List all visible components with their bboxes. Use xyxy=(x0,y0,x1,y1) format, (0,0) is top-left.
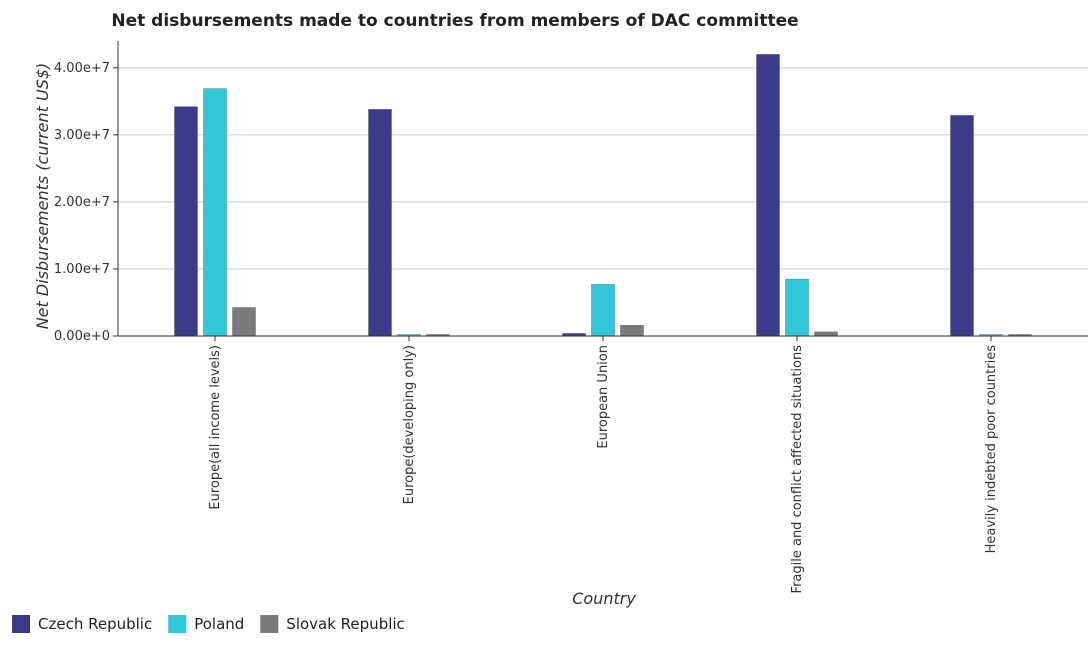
bar xyxy=(591,284,615,337)
y-axis-label: Net Disbursements (current US$) xyxy=(33,63,52,330)
legend-label: Slovak Republic xyxy=(286,615,405,633)
bar xyxy=(785,278,809,337)
axis-layer: 0.00e+0 1.00e+7 2.00e+7 3.00e+7 4.00e+7 Europ… xyxy=(54,41,1088,593)
chart-title: Net disbursements made to countries from… xyxy=(111,11,798,31)
bar xyxy=(174,106,198,337)
x-axis-label: Country xyxy=(572,589,636,608)
y-tick-label: 1.00e+7 xyxy=(54,262,110,277)
y-tick-label: 0.00e+0 xyxy=(54,329,110,344)
legend: Czech Republic Poland Slovak Republic xyxy=(12,615,405,633)
legend-swatch xyxy=(168,615,187,633)
legend-swatch xyxy=(260,615,279,633)
bar xyxy=(756,54,780,337)
x-tick-label: Europe(developing only) xyxy=(402,345,417,504)
y-tick-label: 2.00e+7 xyxy=(54,195,110,210)
bar xyxy=(950,115,974,337)
bar xyxy=(368,109,392,337)
x-tick-label: European Union xyxy=(596,345,611,449)
bar xyxy=(232,307,256,337)
legend-label: Czech Republic xyxy=(38,615,152,633)
bar xyxy=(814,331,838,337)
y-tick-label: 3.00e+7 xyxy=(54,128,110,143)
x-tick-label: Fragile and conflict affected situations xyxy=(790,345,805,594)
legend-label: Poland xyxy=(194,615,244,633)
bars-layer xyxy=(174,54,1032,337)
legend-swatch xyxy=(12,615,30,633)
x-tick-label: Europe(all income levels) xyxy=(208,345,223,510)
x-tick-label: Heavily indebted poor countries xyxy=(984,345,999,554)
bar xyxy=(620,324,644,337)
bar xyxy=(203,88,227,337)
y-tick-label: 4.00e+7 xyxy=(54,61,110,76)
